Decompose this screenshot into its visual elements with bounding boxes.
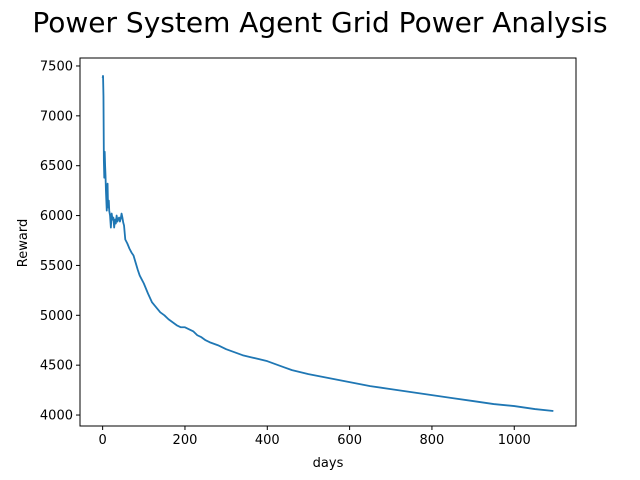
y-axis-label: Reward (16, 219, 31, 267)
y-axis: 4000 4500 5000 5500 6000 6500 7000 7500 (40, 59, 80, 424)
x-tick-label: 0 (98, 433, 106, 448)
y-tick-label: 7500 (40, 59, 73, 74)
x-tick-label: 400 (255, 433, 280, 448)
y-tick-label: 7000 (40, 109, 73, 124)
plot-area (101, 75, 554, 412)
series-line-0 (101, 75, 554, 412)
y-tick-label: 4500 (40, 359, 73, 374)
x-axis-label: days (313, 456, 344, 471)
x-tick-label: 200 (173, 433, 198, 448)
y-tick-label: 4000 (40, 409, 73, 424)
y-tick-label: 6500 (40, 159, 73, 174)
x-axis: 0 200 400 600 800 1000 (98, 426, 531, 448)
axes-frame (79, 57, 577, 427)
y-tick-label: 5500 (40, 259, 73, 274)
x-tick-label: 600 (337, 433, 362, 448)
y-tick-label: 6000 (40, 209, 73, 224)
x-tick-label: 800 (420, 433, 445, 448)
chart-title: Power System Agent Grid Power Analysis (32, 6, 607, 39)
y-tick-label: 5000 (40, 309, 73, 324)
x-tick-label: 1000 (498, 433, 531, 448)
